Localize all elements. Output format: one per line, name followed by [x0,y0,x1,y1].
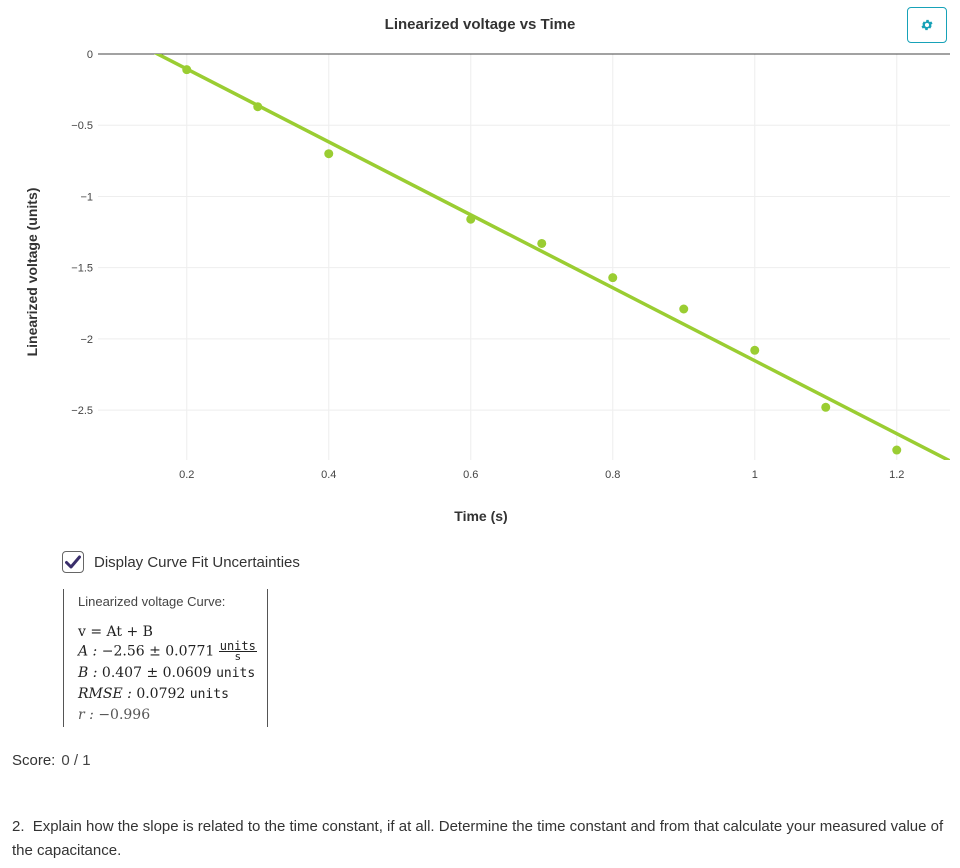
data-point [892,445,902,455]
x-tick-label: 0.2 [179,469,194,481]
fit-equation: v = At + B [78,624,153,640]
x-axis-label: Time (s) [454,508,507,524]
y-tick-label: 0 [87,49,93,61]
uncertainty-toggle[interactable]: Display Curve Fit Uncertainties [62,551,300,573]
x-tick-label: 0.4 [321,469,336,481]
y-tick-label: −1 [80,191,93,203]
fit-rmse: RMSE : 0.0792 units [78,686,229,702]
data-point [253,102,263,112]
question-text: Explain how the slope is related to the … [12,818,944,859]
data-point [324,149,334,159]
x-tick-label: 0.8 [605,469,620,481]
y-tick-label: −2.5 [71,405,93,417]
x-tick-label: 1.2 [889,469,904,481]
fit-b-value: 0.407 ± 0.0609 [101,665,212,681]
data-point [608,273,618,283]
fit-a-unit-num: units [218,639,257,653]
fit-a-unit: units s [218,639,257,663]
uncertainty-checkbox[interactable] [62,551,84,573]
fit-r: r : −0.996 [78,707,150,723]
fit-r-label: r : [78,707,94,723]
gear-icon [921,19,933,31]
score-label: Score: [12,752,56,769]
y-axis-label: Linearized voltage (units) [24,188,40,357]
data-point [679,304,689,314]
data-point [750,345,760,355]
data-point [821,402,831,412]
chart-title: Linearized voltage vs Time [385,16,576,33]
fit-param-a: A : −2.56 ± 0.0771 units s [78,639,257,663]
score-value: 0 / 1 [61,752,91,769]
data-point [182,65,192,75]
x-tick-label: 1 [752,469,758,481]
fit-rmse-value: 0.0792 [136,686,186,702]
x-tick-label: 0.6 [463,469,478,481]
check-icon [65,555,81,569]
y-tick-label: −1.5 [71,263,93,275]
fit-r-value: −0.996 [98,707,151,723]
score: Score: 0 / 1 [12,752,91,769]
question-number: 2. [12,818,25,835]
chart-area: 0.2 0.4 0.6 0.8 1 1.2 0 −0.5 −1 −1.5 −2 −2.5 Lineari… [24,7,950,524]
fit-rmse-label: RMSE : [78,686,132,702]
y-tick-label: −0.5 [71,120,93,132]
fit-b-unit: units [216,666,256,681]
fit-title: Linearized voltage Curve: [78,594,226,609]
uncertainty-checkbox-label: Display Curve Fit Uncertainties [94,553,300,571]
question-2: 2. Explain how the slope is related to t… [12,815,952,863]
fit-a-label: A : [78,643,98,660]
fit-rmse-unit: units [189,687,229,702]
data-point [537,238,547,248]
fit-b-label: B : [78,665,98,681]
y-tick-label: −2 [80,334,93,346]
data-point [466,214,476,224]
curve-fit-panel: Linearized voltage Curve: v = At + B A :… [63,589,268,727]
settings-button[interactable] [907,7,947,43]
fit-param-b: B : 0.407 ± 0.0609 units [78,665,255,681]
chart-svg: 0.2 0.4 0.6 0.8 1 1.2 0 −0.5 −1 −1.5 −2 −2.5 Lineari… [24,16,950,524]
fit-a-value: −2.56 ± 0.0771 [101,643,215,660]
fit-line [153,54,950,460]
fit-a-unit-den: s [234,650,242,663]
